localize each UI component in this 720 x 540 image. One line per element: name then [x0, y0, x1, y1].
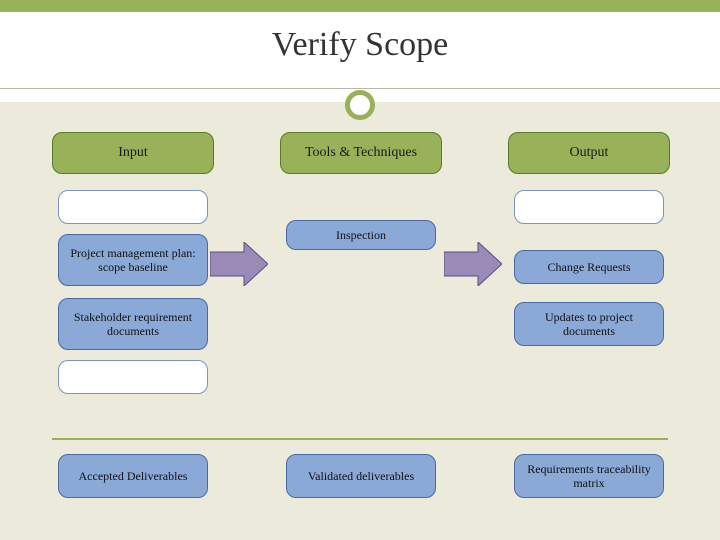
input-item-stakeholder: Stakeholder requirement documents: [58, 298, 208, 350]
column-header-input: Input: [52, 132, 214, 174]
slide: Verify Scope Input Tools & Techniques Ou…: [0, 0, 720, 540]
arrow-left-icon: [210, 242, 268, 286]
section-divider: [52, 438, 668, 440]
output-item-empty: [514, 190, 664, 224]
input-item-pm-plan: Project management plan: scope baseline: [58, 234, 208, 286]
page-title: Verify Scope: [0, 26, 720, 64]
output-item-change-requests: Change Requests: [514, 250, 664, 284]
content-area: Input Tools & Techniques Output Project …: [0, 102, 720, 532]
input-item-empty-2: [58, 360, 208, 394]
output-item-updates: Updates to project documents: [514, 302, 664, 346]
column-header-output: Output: [508, 132, 670, 174]
tools-item-inspection: Inspection: [286, 220, 436, 250]
tools-item-validated: Validated deliverables: [286, 454, 436, 498]
title-divider: [0, 88, 720, 89]
arrow-right-icon: [444, 242, 502, 286]
title-ornament-circle: [345, 90, 375, 120]
input-item-empty-1: [58, 190, 208, 224]
input-item-accepted: Accepted Deliverables: [58, 454, 208, 498]
column-header-tools: Tools & Techniques: [280, 132, 442, 174]
accent-bar: [0, 0, 720, 12]
output-item-traceability: Requirements traceability matrix: [514, 454, 664, 498]
